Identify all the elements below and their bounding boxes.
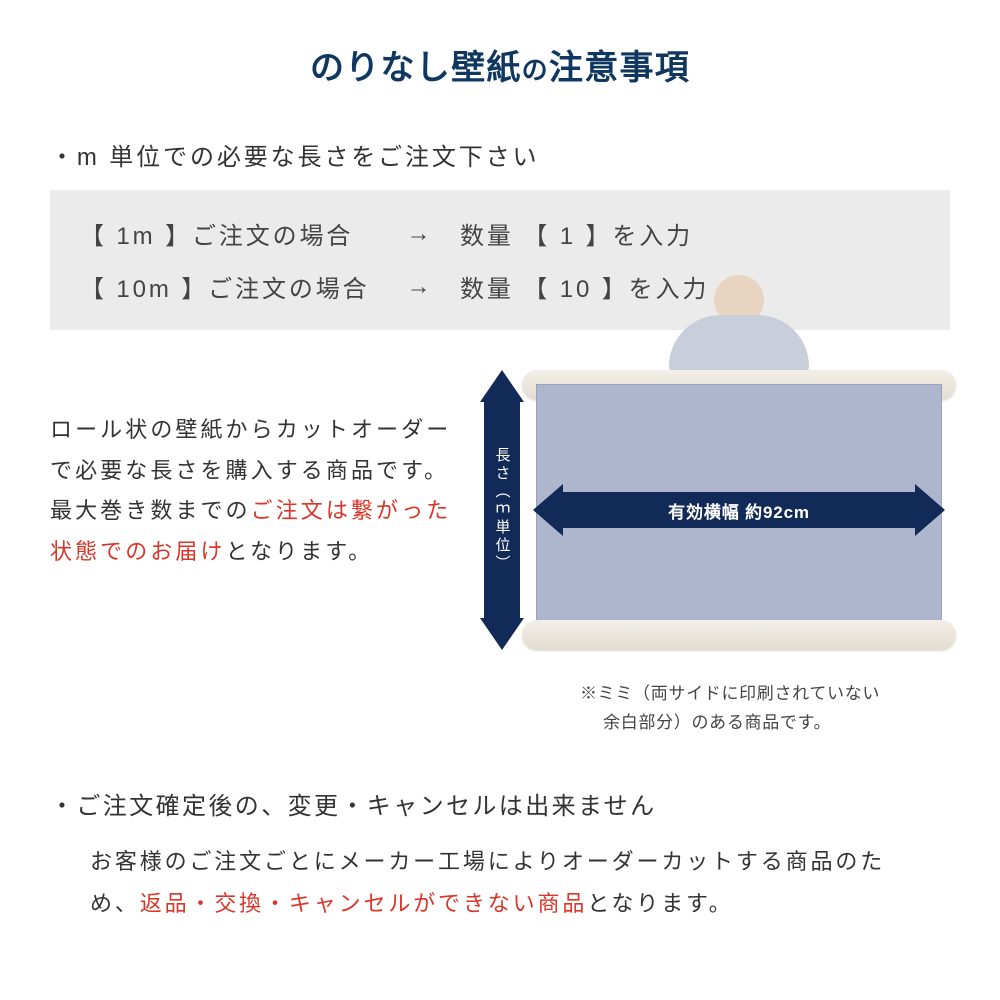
order-example-box: 【 1m 】ご注文の場合 → 数量 【 1 】を入力 【 10m 】ご注文の場合… (50, 190, 950, 330)
example-1-left: 【 1m 】ご注文の場合 (80, 216, 380, 251)
arrow-icon: → (380, 273, 460, 301)
bullet-order-unit: ・m 単位での必要な長さをご注文下さい (50, 137, 950, 172)
bottom-p1-tail: となります。 (587, 891, 733, 916)
horizontal-arrow: 有効横幅 約92cm (561, 492, 917, 528)
mid-description: ロール状の壁紙からカットオーダーで必要な長さを購入する商品です。最大巻き数までの… (50, 370, 462, 650)
vertical-label: 長さ（ｍ単位） (492, 447, 513, 573)
example-2-left: 【 10m 】ご注文の場合 (80, 269, 380, 304)
bottom-paragraph: お客様のご注文ごとにメーカー工場によりオーダーカットする商品のため、返品・交換・… (50, 841, 950, 925)
example-row-1: 【 1m 】ご注文の場合 → 数量 【 1 】を入力 (80, 216, 920, 251)
page-title: のりなし壁紙の注意事項 (50, 40, 950, 89)
example-row-2: 【 10m 】ご注文の場合 → 数量 【 10 】を入力 (80, 269, 920, 304)
arrow-up-icon (480, 370, 524, 402)
example-1-right: 数量 【 1 】を入力 (460, 216, 920, 251)
title-prefix: のりなし壁紙 (310, 49, 522, 87)
example-2-right: 数量 【 10 】を入力 (460, 269, 920, 304)
arrow-icon: → (380, 220, 460, 248)
roll-diagram: 長さ（ｍ単位） 有効横幅 約92cm (480, 370, 950, 650)
bottom-p1-red: 返品・交換・キャンセルができない商品 (140, 891, 587, 916)
roll-bottom (522, 620, 956, 650)
mid-p1-tail: となります。 (226, 539, 374, 564)
mimi-line1: ※ミミ（両サイドに印刷されていない (580, 684, 880, 703)
vertical-arrow-body: 長さ（ｍ単位） (484, 402, 520, 618)
person-torso (669, 315, 809, 375)
bullet-no-cancel: ・ご注文確定後の、変更・キャンセルは出来ません (50, 786, 950, 821)
wallpaper-roll: 有効横幅 約92cm (528, 370, 950, 650)
title-no: の (522, 55, 549, 85)
mid-section: ロール状の壁紙からカットオーダーで必要な長さを購入する商品です。最大巻き数までの… (50, 370, 950, 650)
horizontal-label: 有効横幅 約92cm (668, 498, 810, 523)
mimi-line2: 余白部分）のある商品です。 (580, 713, 831, 732)
arrow-down-icon (480, 618, 524, 650)
title-suffix: 注意事項 (549, 49, 690, 87)
paper-sheet: 有効横幅 約92cm (536, 384, 942, 636)
vertical-arrow: 長さ（ｍ単位） (480, 370, 524, 650)
mimi-note: ※ミミ（両サイドに印刷されていない 余白部分）のある商品です。 (580, 680, 950, 738)
